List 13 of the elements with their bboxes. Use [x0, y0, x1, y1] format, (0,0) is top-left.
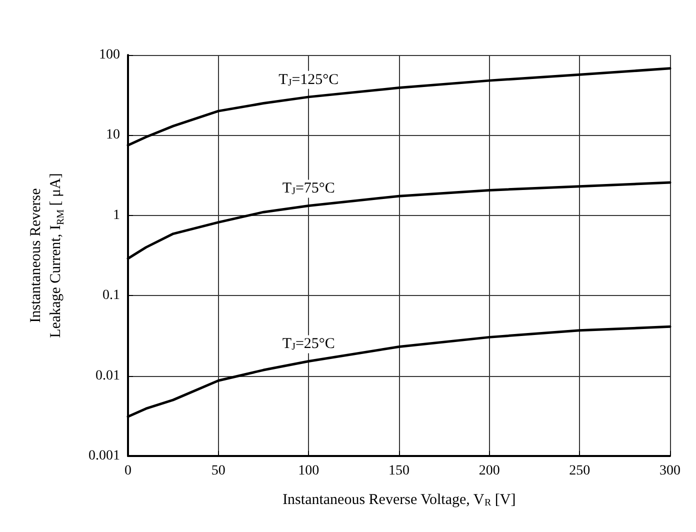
y-tick-label: 10	[106, 128, 120, 143]
x-tick-label: 150	[388, 464, 410, 478]
y-tick-label: 1	[113, 208, 120, 223]
y-tick-label: 100	[99, 48, 120, 62]
x-tick-label: 100	[298, 464, 320, 478]
y-tick-label: 0.001	[88, 448, 120, 464]
x-tick-label: 250	[569, 464, 590, 478]
x-tick-label: 300	[660, 464, 680, 478]
y-tick-label: 0.1	[102, 288, 120, 304]
x-tick-label: 200	[478, 464, 500, 478]
y-tick-label: 0.01	[96, 368, 120, 384]
x-tick-label: 0	[124, 464, 132, 478]
x-tick-label: 50	[211, 464, 226, 478]
